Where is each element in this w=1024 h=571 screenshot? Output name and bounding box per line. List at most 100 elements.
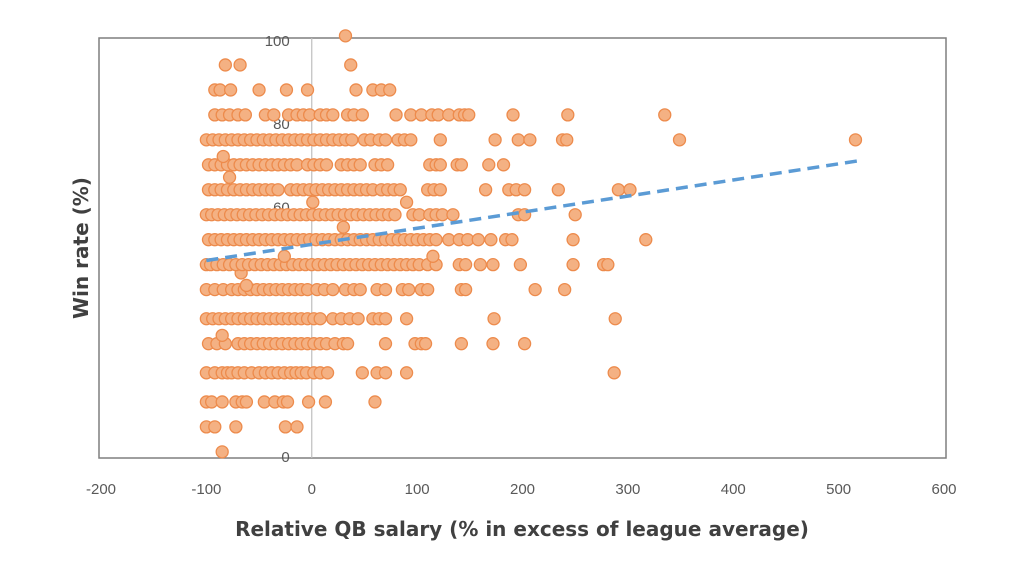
- data-point: [378, 366, 393, 380]
- data-point: [233, 58, 247, 72]
- data-point: [239, 278, 254, 293]
- data-point: [320, 366, 335, 380]
- data-point: [433, 183, 447, 197]
- x-axis-title: Relative QB salary (% in excess of leagu…: [235, 517, 809, 541]
- data-point: [326, 108, 340, 122]
- data-point: [399, 312, 414, 326]
- data-point: [496, 158, 511, 172]
- data-point: [344, 58, 358, 72]
- data-point: [223, 83, 238, 97]
- data-point: [340, 337, 355, 351]
- data-point: [601, 257, 615, 272]
- data-point: [215, 445, 229, 459]
- data-point: [429, 233, 443, 247]
- data-point: [326, 282, 340, 297]
- data-point: [639, 233, 653, 247]
- data-point: [561, 108, 575, 122]
- x-tick-label: 300: [615, 481, 640, 498]
- x-tick-label: 400: [721, 481, 746, 498]
- data-point: [279, 83, 294, 97]
- data-point: [658, 108, 672, 122]
- data-point: [319, 158, 334, 172]
- data-point: [473, 257, 488, 272]
- data-point: [306, 195, 320, 209]
- data-point: [399, 195, 414, 209]
- data-point: [280, 395, 295, 409]
- data-point: [368, 395, 382, 409]
- data-point: [318, 395, 333, 409]
- data-point: [389, 108, 403, 122]
- data-points: [199, 29, 863, 459]
- data-point: [513, 257, 528, 272]
- data-point: [351, 312, 365, 326]
- y-tick-label: 0: [281, 449, 289, 466]
- data-point: [462, 108, 476, 122]
- data-point: [568, 208, 582, 222]
- data-point: [349, 83, 363, 97]
- x-tick-label: 200: [510, 481, 535, 498]
- data-point: [454, 158, 469, 172]
- data-point: [672, 133, 687, 147]
- x-tick-label: -200: [86, 481, 116, 498]
- data-point: [215, 328, 229, 343]
- y-tick-label: 100: [265, 33, 290, 50]
- data-point: [506, 108, 520, 122]
- data-point: [418, 337, 433, 351]
- data-point: [353, 282, 367, 297]
- data-point: [238, 108, 253, 122]
- data-point: [458, 257, 473, 272]
- data-point: [402, 282, 416, 297]
- y-axis-title: Win rate (%): [69, 177, 93, 319]
- data-point: [505, 233, 519, 247]
- data-point: [378, 337, 393, 351]
- data-point: [388, 208, 402, 222]
- data-point: [433, 158, 447, 172]
- data-point: [300, 83, 315, 97]
- data-point: [313, 312, 327, 326]
- data-point: [560, 133, 574, 147]
- data-point: [487, 312, 501, 326]
- data-point: [336, 220, 351, 234]
- data-point: [216, 149, 230, 164]
- x-tick-label: 500: [826, 481, 851, 498]
- data-point: [399, 366, 414, 380]
- data-point: [623, 183, 637, 197]
- data-point: [454, 337, 469, 351]
- trendline: [206, 158, 860, 263]
- data-point: [239, 395, 254, 409]
- data-point: [426, 249, 440, 263]
- data-point: [218, 58, 232, 72]
- data-point: [267, 108, 281, 122]
- data-point: [607, 366, 621, 380]
- data-point: [433, 133, 447, 147]
- data-point: [484, 233, 498, 247]
- x-tick-label: -100: [191, 481, 221, 498]
- data-point: [471, 233, 485, 247]
- x-tick-label: 600: [931, 481, 956, 498]
- data-point: [478, 183, 493, 197]
- data-point: [378, 312, 393, 326]
- data-point: [229, 420, 243, 434]
- data-point: [566, 233, 580, 247]
- data-point: [486, 257, 500, 272]
- data-point: [290, 420, 304, 434]
- data-point: [523, 133, 537, 147]
- data-point: [421, 282, 435, 297]
- data-point: [517, 183, 532, 197]
- data-point: [301, 395, 316, 409]
- data-point: [215, 395, 229, 409]
- data-point: [482, 158, 496, 172]
- data-point: [345, 133, 359, 147]
- plot-area: [98, 37, 947, 459]
- data-point: [380, 158, 395, 172]
- data-point: [558, 282, 572, 297]
- data-point: [353, 158, 367, 172]
- data-point: [378, 133, 393, 147]
- x-tick-label: 100: [405, 481, 430, 498]
- data-point: [393, 183, 407, 197]
- data-point: [271, 183, 285, 197]
- data-point: [338, 29, 353, 43]
- data-point: [404, 133, 418, 147]
- data-point: [252, 83, 266, 97]
